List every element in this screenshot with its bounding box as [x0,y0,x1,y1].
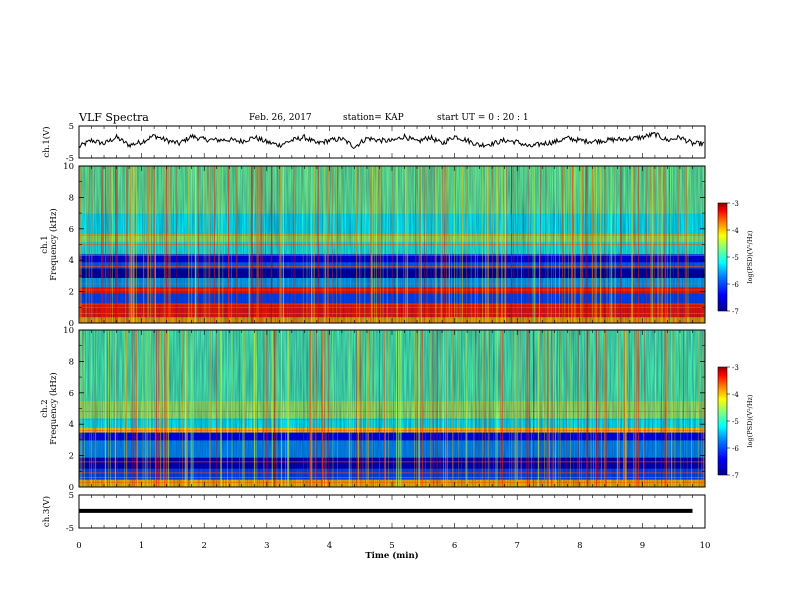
y-tick-label: -5 [66,154,74,164]
x-tick-label: 9 [640,541,645,551]
colorbar-tick-label: -4 [732,391,739,399]
x-tick-label: 8 [577,541,582,551]
x-tick-label: 2 [201,541,206,551]
y-axis-label: Frequency (kHz) [48,208,59,280]
y-tick-label: 2 [69,452,74,462]
y-axis-label: ch.1(V) [41,126,52,157]
station-label: station= KAP [343,113,404,123]
y-tick-label: 8 [69,357,74,367]
y-axis-label: ch.1 [40,235,50,253]
figure-title: VLF Spectra [79,111,149,124]
colorbar-tick-label: -3 [732,364,739,372]
y-axis-label: Frequency (kHz) [48,372,59,444]
y-tick-label: 0 [69,483,74,493]
ch2-spectrogram [79,330,705,488]
start-time-label: start UT = 0 : 20 : 1 [437,113,529,123]
y-tick-label: -5 [66,524,74,534]
y-axis-label: ch.3(V) [41,496,52,527]
colorbar-ch1 [717,202,728,312]
ch1-waveform-line [78,131,705,149]
colorbar-tick-label: -4 [732,227,739,235]
sferic-spikes [79,330,705,487]
y-tick-label: 8 [69,193,74,203]
y-tick-label: 0 [69,319,74,329]
x-tick-label: 6 [452,541,457,551]
x-tick-label: 7 [514,541,519,551]
y-tick-label: 6 [69,225,74,235]
y-axis-label: ch.2 [40,399,50,417]
colorbar-label: log(PSD)(V²/Hz) [746,230,754,283]
colorbar-tick-label: -5 [732,418,739,426]
x-tick-label: 4 [327,541,332,551]
y-tick-label: 6 [69,389,74,399]
y-tick-label: 5 [69,491,74,501]
colorbar-label: log(PSD)(V²/Hz) [746,394,754,447]
y-tick-label: 5 [69,122,74,132]
y-tick-label: 4 [69,256,74,266]
y-tick-label: 2 [69,288,74,298]
x-tick-label: 3 [264,541,269,551]
x-tick-label: 5 [389,541,394,551]
colorbar-tick-label: -7 [732,308,739,316]
colorbar-tick-label: -5 [732,254,739,262]
colorbar-tick-label: -3 [732,200,739,208]
colorbar-tick-label: -7 [732,472,739,480]
y-tick-label: 4 [69,420,74,430]
x-tick-label: 0 [76,541,81,551]
y-tick-label: 10 [63,162,74,172]
x-axis-label: Time (min) [365,550,418,561]
spectrogram-texture [79,330,705,487]
colorbar-tick-label: -6 [732,281,739,289]
colorbar-tick-label: -6 [732,445,739,453]
colorbar-ch2 [717,366,728,476]
date-label: Feb. 26, 2017 [249,113,312,123]
x-tick-label: 10 [700,541,711,551]
x-tick-label: 1 [139,541,144,551]
y-tick-label: 10 [63,326,74,336]
ch1-spectrogram [78,166,705,324]
